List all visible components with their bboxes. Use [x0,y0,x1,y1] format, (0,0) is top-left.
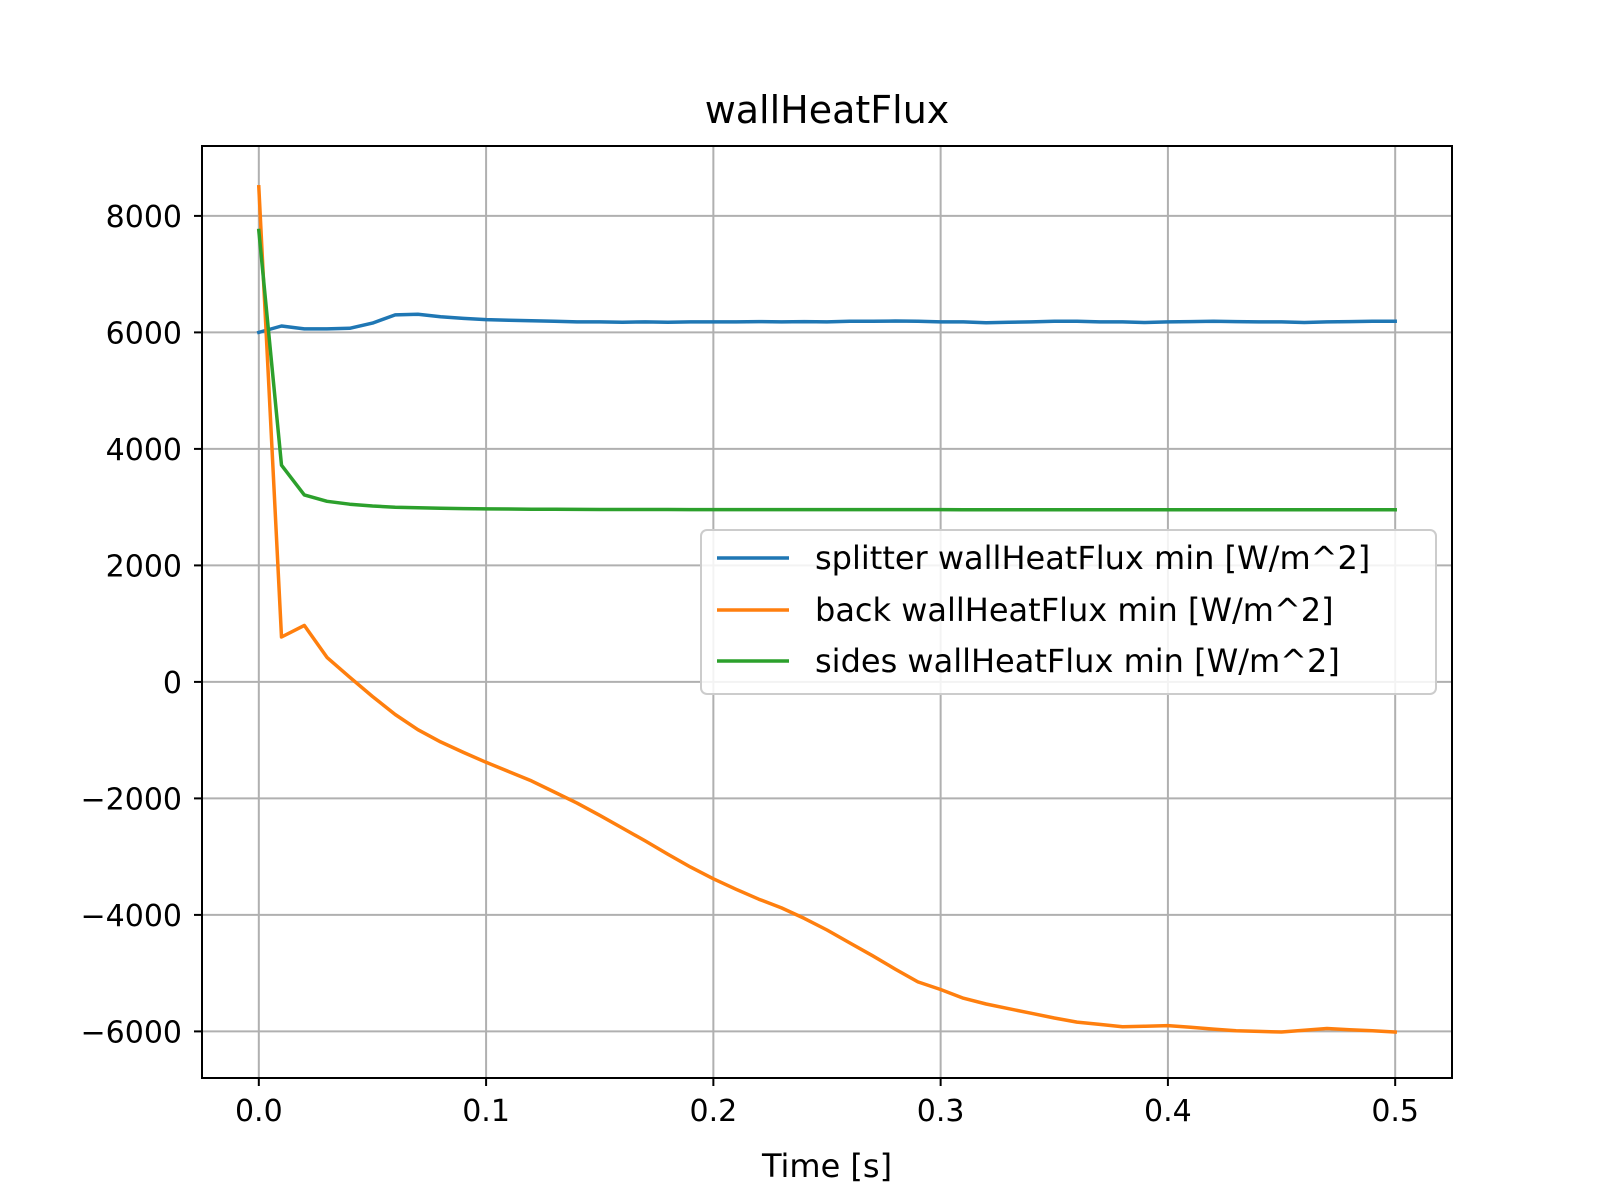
x-tick-label: 0.3 [917,1094,965,1129]
x-tick-label: 0.0 [235,1094,283,1129]
y-tick-label: 0 [163,666,182,701]
y-tick-label: 6000 [106,316,182,351]
y-tick-label: 8000 [106,200,182,235]
y-tick-label: 2000 [106,549,182,584]
legend-label-back: back wallHeatFlux min [W/m^2] [815,591,1334,629]
chart-title: wallHeatFlux [705,88,950,132]
legend-label-sides: sides wallHeatFlux min [W/m^2] [815,642,1340,680]
back-series-line [256,184,1398,1034]
x-axis-title: Time [s] [761,1147,892,1185]
legend-frame [700,529,1437,695]
y-tick-label: 4000 [106,433,182,468]
splitter-series-line [256,312,1397,335]
x-tick-label: 0.5 [1371,1094,1419,1129]
x-tick-label: 0.4 [1144,1094,1192,1129]
y-tick-label: −2000 [81,782,182,817]
x-axis: 0.0 0.1 0.2 0.3 0.4 0.5 [235,1078,1419,1129]
plot-frame [201,145,1453,1079]
x-tick-label: 0.1 [462,1094,510,1129]
y-axis: −6000 −4000 −2000 0 2000 4000 6000 8000 [81,200,202,1050]
y-tick-label: −6000 [81,1015,182,1050]
series-lines [256,184,1398,1034]
x-tick-label: 0.2 [690,1094,738,1129]
y-tick-label: −4000 [81,899,182,934]
sides-series-line [256,228,1397,512]
legend: splitter wallHeatFlux min [W/m^2] back w… [700,529,1437,695]
legend-label-splitter: splitter wallHeatFlux min [W/m^2] [815,539,1370,577]
